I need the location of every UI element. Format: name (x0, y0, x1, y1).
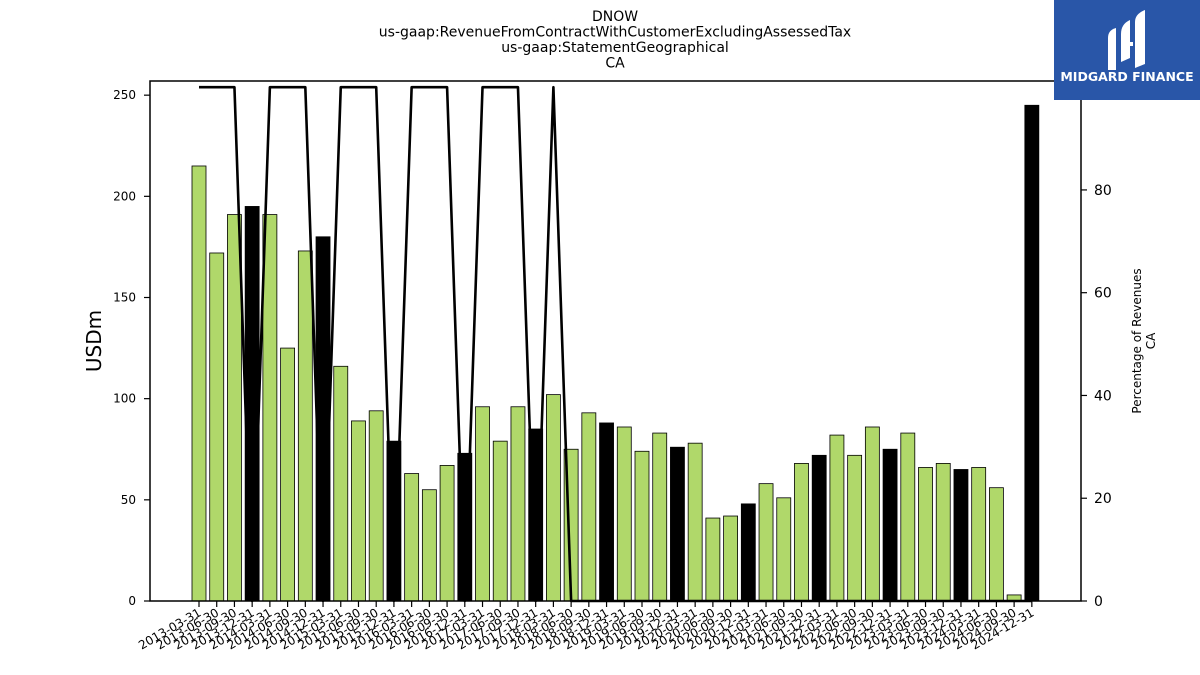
logo-text: MIDGARD FINANCE (1060, 69, 1193, 84)
bar (191, 165, 207, 602)
bar (829, 434, 845, 602)
bar (882, 448, 898, 602)
bar (351, 420, 366, 602)
bar (599, 422, 614, 602)
bar (244, 206, 260, 602)
bar (333, 365, 349, 602)
y2-axis-label: Percentage of Revenues CA (1130, 268, 1158, 413)
bar (1024, 104, 1040, 602)
bar (546, 394, 561, 602)
bar (297, 250, 313, 602)
bar (475, 406, 490, 602)
bar (758, 483, 774, 602)
left-tick-label: 0 (128, 594, 136, 608)
bar (209, 252, 225, 602)
bar (953, 469, 969, 602)
bar (687, 442, 703, 602)
logo: MIDGARD FINANCE (1054, 0, 1200, 100)
bar (404, 473, 420, 602)
title-line: DNOW (592, 9, 638, 25)
bar (794, 463, 809, 602)
bar (989, 487, 1004, 602)
bar (811, 454, 827, 602)
bar (280, 347, 296, 602)
bar (776, 497, 792, 602)
bar (616, 426, 632, 602)
left-tick-label: 250 (113, 88, 136, 102)
x-ticks: 2013-03-312013-06-302013-09-302013-12-31… (136, 601, 1036, 652)
bar (918, 467, 933, 602)
bar (705, 517, 721, 602)
right-y-ticks: 020406080100 (1081, 80, 1121, 610)
left-tick-label: 100 (113, 392, 136, 406)
bar (935, 463, 951, 602)
bars (191, 104, 1040, 602)
bar (227, 214, 242, 602)
axes (149, 80, 1082, 602)
left-tick-label: 50 (121, 493, 136, 507)
bar (847, 454, 863, 602)
right-tick-label: 20 (1094, 491, 1112, 507)
right-tick-label: 60 (1094, 286, 1112, 302)
title-line: us-gaap:StatementGeographical (501, 40, 729, 56)
bar (315, 236, 331, 602)
bar (510, 406, 526, 602)
bar (900, 432, 916, 602)
bar (634, 450, 650, 602)
bar (439, 465, 455, 602)
bar (421, 489, 437, 602)
bar (723, 515, 738, 602)
bar (368, 410, 384, 602)
title-line: us-gaap:RevenueFromContractWithCustomerE… (379, 25, 851, 41)
left-y-ticks: 0 50 100 150 200 250 (113, 88, 150, 608)
y2-axis-label-line: CA (1144, 332, 1158, 349)
logo-mark-icon (1108, 10, 1145, 70)
y2-axis-label-line: Percentage of Revenues (1130, 268, 1144, 413)
plot-frame (149, 80, 1082, 602)
left-tick-label: 200 (113, 189, 136, 203)
bar (864, 426, 880, 602)
bar (492, 440, 508, 602)
title-line: CA (605, 56, 625, 72)
bar (581, 412, 597, 602)
bar (971, 467, 987, 602)
bar (670, 446, 685, 602)
bar (740, 503, 756, 602)
right-tick-label: 80 (1094, 183, 1112, 199)
left-tick-label: 150 (113, 290, 136, 304)
bar (652, 432, 668, 602)
right-tick-label: 40 (1094, 388, 1112, 404)
right-tick-label: 0 (1094, 594, 1103, 610)
chart-title: DNOWus-gaap:RevenueFromContractWithCusto… (379, 9, 851, 72)
bar (262, 214, 278, 602)
y-axis-label: USDm (82, 310, 106, 372)
